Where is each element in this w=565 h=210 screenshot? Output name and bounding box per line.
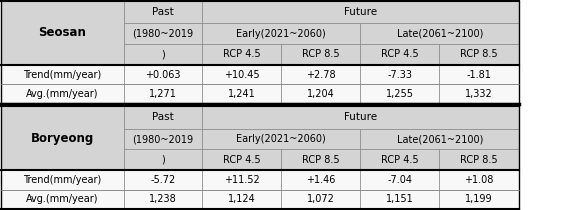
Polygon shape [360,23,519,44]
Polygon shape [439,65,519,84]
Polygon shape [439,170,519,190]
Polygon shape [124,170,202,190]
Text: Early(2021~2060): Early(2021~2060) [237,134,326,144]
Polygon shape [124,44,202,65]
Text: +0.063: +0.063 [145,70,181,80]
Text: 1,241: 1,241 [228,89,256,99]
Polygon shape [281,190,360,209]
Polygon shape [439,149,519,170]
Text: ): ) [161,49,165,59]
Polygon shape [124,65,202,84]
Text: 1,072: 1,072 [307,194,335,205]
Text: RCP 4.5: RCP 4.5 [223,155,260,165]
Text: +1.46: +1.46 [306,175,336,185]
Polygon shape [281,170,360,190]
Text: 1,255: 1,255 [386,89,414,99]
Text: Trend(mm/year): Trend(mm/year) [23,70,101,80]
Text: Seosan: Seosan [38,26,86,39]
Text: RCP 8.5: RCP 8.5 [302,49,340,59]
Text: Avg.(mm/year): Avg.(mm/year) [26,89,98,99]
Text: 1,151: 1,151 [386,194,414,205]
Text: Trend(mm/year): Trend(mm/year) [23,175,101,185]
Polygon shape [124,1,202,23]
Text: (1980~2019: (1980~2019 [132,29,194,39]
Polygon shape [439,190,519,209]
Polygon shape [281,84,360,104]
Polygon shape [1,106,124,170]
Text: Avg.(mm/year): Avg.(mm/year) [26,194,98,205]
Polygon shape [281,149,360,170]
Polygon shape [124,190,202,209]
Text: Future: Future [344,7,377,17]
Polygon shape [202,1,519,23]
Polygon shape [202,44,281,65]
Text: Late(2061~2100): Late(2061~2100) [397,134,483,144]
Polygon shape [202,106,519,129]
Text: -7.04: -7.04 [387,175,412,185]
Polygon shape [124,149,202,170]
Text: -7.33: -7.33 [387,70,412,80]
Text: ): ) [161,155,165,165]
Polygon shape [281,65,360,84]
Text: RCP 4.5: RCP 4.5 [381,155,419,165]
Polygon shape [360,190,439,209]
Text: -1.81: -1.81 [467,70,492,80]
Polygon shape [202,84,281,104]
Text: Past: Past [152,112,174,122]
Polygon shape [1,190,124,209]
Polygon shape [202,129,360,149]
Text: RCP 8.5: RCP 8.5 [460,155,498,165]
Text: 1,199: 1,199 [466,194,493,205]
Text: RCP 4.5: RCP 4.5 [381,49,419,59]
Text: 1,271: 1,271 [149,89,177,99]
Text: Early(2021~2060): Early(2021~2060) [237,29,326,39]
Polygon shape [202,23,360,44]
Polygon shape [1,170,124,190]
Polygon shape [360,44,439,65]
Text: Past: Past [152,7,174,17]
Polygon shape [202,190,281,209]
Polygon shape [360,65,439,84]
Polygon shape [202,149,281,170]
Polygon shape [360,84,439,104]
Polygon shape [360,129,519,149]
Polygon shape [124,106,202,129]
Text: RCP 4.5: RCP 4.5 [223,49,260,59]
Polygon shape [1,84,124,104]
Text: Boryeong: Boryeong [31,131,94,144]
Polygon shape [1,1,124,65]
Polygon shape [1,65,124,84]
Text: +11.52: +11.52 [224,175,260,185]
Text: (1980~2019: (1980~2019 [132,134,194,144]
Text: Late(2061~2100): Late(2061~2100) [397,29,483,39]
Polygon shape [124,129,202,149]
Polygon shape [439,84,519,104]
Text: +1.08: +1.08 [464,175,494,185]
Polygon shape [202,65,281,84]
Polygon shape [360,149,439,170]
Polygon shape [439,44,519,65]
Text: 1,124: 1,124 [228,194,256,205]
Polygon shape [124,84,202,104]
Polygon shape [202,170,281,190]
Polygon shape [281,44,360,65]
Text: Future: Future [344,112,377,122]
Text: RCP 8.5: RCP 8.5 [302,155,340,165]
Text: +2.78: +2.78 [306,70,336,80]
Text: 1,238: 1,238 [149,194,177,205]
Polygon shape [124,23,202,44]
Text: 1,204: 1,204 [307,89,334,99]
Text: -5.72: -5.72 [150,175,176,185]
Text: 1,332: 1,332 [466,89,493,99]
Text: +10.45: +10.45 [224,70,260,80]
Text: RCP 8.5: RCP 8.5 [460,49,498,59]
Polygon shape [360,170,439,190]
